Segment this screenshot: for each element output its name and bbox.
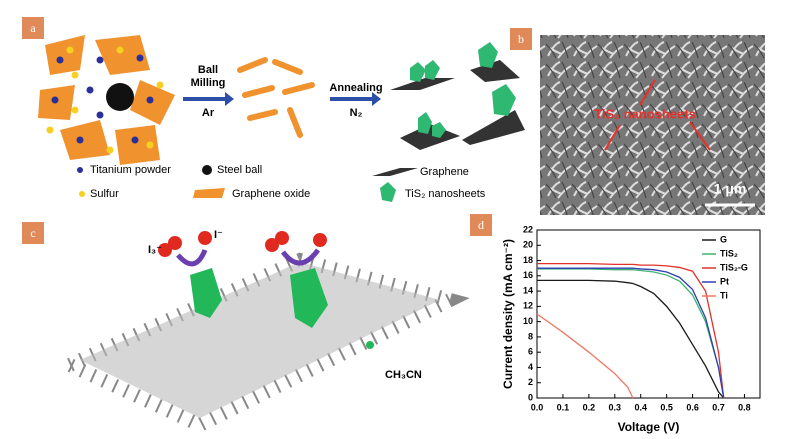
y-tick-label: 20 xyxy=(523,240,533,250)
x-tick-label: 0.6 xyxy=(686,402,699,412)
step-text: Ball xyxy=(198,64,218,76)
legend-text: Steel ball xyxy=(217,164,262,176)
ion xyxy=(265,238,279,252)
scale-bar-label: 1 μm xyxy=(714,181,747,197)
step-text: Milling xyxy=(191,77,226,89)
x-tick-label: 0.1 xyxy=(557,402,570,412)
y-tick-label: 10 xyxy=(523,316,533,326)
label-box xyxy=(22,222,44,244)
arrow xyxy=(183,92,234,106)
y-tick-label: 18 xyxy=(523,255,533,265)
y-tick-label: 0 xyxy=(528,392,533,402)
graphene-sheet-fill xyxy=(80,262,440,418)
series-line xyxy=(537,268,725,399)
panel-a: Ball Milling Ar Annealing N₂ Titanium po… xyxy=(38,35,525,202)
panel-label: a xyxy=(30,21,36,35)
ti-particles xyxy=(51,54,154,144)
y-axis-label: Current density (mA cm⁻²) xyxy=(501,239,515,389)
x-tick-label: 0.4 xyxy=(634,402,647,412)
y-tick-label: 16 xyxy=(523,270,533,280)
legend-label: Ti xyxy=(720,290,728,300)
sem-image xyxy=(540,35,765,215)
graphene-oxide-flakes xyxy=(38,35,175,165)
ion-label: I⁻ xyxy=(214,229,223,241)
legend-text: Sulfur xyxy=(90,188,119,200)
legend-text: Graphene oxide xyxy=(232,188,310,200)
series-line xyxy=(537,279,725,399)
x-tick-label: 0.3 xyxy=(609,402,622,412)
label-box xyxy=(510,28,532,50)
y-tick-label: 6 xyxy=(528,347,533,357)
x-tick-label: 0.5 xyxy=(660,402,673,412)
ion xyxy=(168,236,182,250)
legend-icon xyxy=(202,165,212,175)
y-tick-label: 8 xyxy=(528,331,533,341)
y-tick-label: 2 xyxy=(528,377,533,387)
legend-icon xyxy=(79,191,85,197)
label-box xyxy=(470,214,492,236)
legend-text: Titanium powder xyxy=(90,164,171,176)
y-tick-label: 22 xyxy=(523,224,533,234)
annotation-arrows xyxy=(604,79,711,151)
legend-icon xyxy=(193,188,225,198)
series-line xyxy=(536,313,634,399)
series-line xyxy=(537,267,725,399)
products xyxy=(390,42,525,150)
arrow xyxy=(280,248,321,266)
legend-icon xyxy=(372,168,418,176)
ion xyxy=(198,231,212,245)
graphene-sheet xyxy=(53,252,470,433)
panel-c: I₃⁻ I⁻ CH₃CN xyxy=(53,229,470,433)
ion xyxy=(275,231,289,245)
y-tick-label: 12 xyxy=(523,301,533,311)
step-text: Ar xyxy=(202,107,215,119)
x-tick-label: 0.8 xyxy=(738,402,751,412)
legend-label: TiS₂ xyxy=(720,248,738,258)
legend-text: TiS₂ nanosheets xyxy=(405,188,486,200)
molecule xyxy=(366,341,374,349)
panel-label: b xyxy=(518,32,524,46)
ion-label: I₃⁻ xyxy=(148,244,162,256)
legend-icon xyxy=(77,167,83,173)
legend-icon xyxy=(380,182,396,202)
panel-labels: a b c d xyxy=(22,17,532,244)
x-tick-label: 0.7 xyxy=(712,402,725,412)
legend-text: Graphene xyxy=(420,166,469,178)
y-tick-label: 4 xyxy=(528,362,533,372)
steel-ball xyxy=(106,83,134,111)
panel-label: d xyxy=(478,218,484,232)
arrow xyxy=(330,92,381,106)
panel-label: c xyxy=(30,226,35,240)
step-text: Annealing xyxy=(329,82,382,94)
molecule-label: CH₃CN xyxy=(385,369,422,381)
x-tick-label: 0.0 xyxy=(531,402,544,412)
panel-b: TiS₂ nanosheets 1 μm xyxy=(540,35,765,215)
label-box xyxy=(22,17,44,39)
legend-label: Pt xyxy=(720,276,729,286)
legend-label: TiS₂-G xyxy=(720,262,748,272)
arrow xyxy=(176,248,208,267)
step-text: N₂ xyxy=(350,107,363,119)
annotation: TiS₂ nanosheets xyxy=(594,106,696,121)
tis2-sheet xyxy=(190,268,222,318)
legend-label: G xyxy=(720,234,727,244)
y-tick-label: 14 xyxy=(523,285,533,295)
x-axis-label: Voltage (V) xyxy=(618,420,680,434)
milled-flakes xyxy=(237,57,315,138)
x-tick-label: 0.2 xyxy=(583,402,596,412)
sulfur-particles xyxy=(46,46,164,154)
tis2-sheet xyxy=(290,268,328,328)
ion xyxy=(158,243,172,257)
series-line xyxy=(537,262,725,399)
ion xyxy=(313,233,327,247)
